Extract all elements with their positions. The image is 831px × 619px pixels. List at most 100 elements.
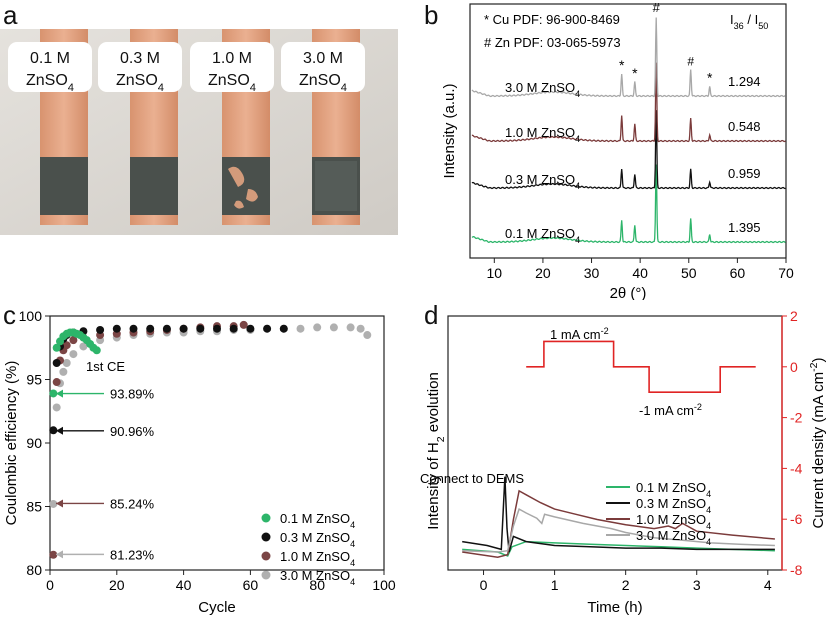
zinc-deposit bbox=[222, 157, 270, 215]
y-axis-label: Coulombic efficiency (%) bbox=[3, 361, 20, 526]
y2-axis-label: Current density (mA cm-2) bbox=[808, 357, 827, 528]
legend-label: 3.0 M ZnSO4 bbox=[280, 568, 355, 587]
ce-data-point bbox=[346, 323, 355, 332]
x-tick-label: 20 bbox=[109, 577, 125, 593]
legend-label: 0.3 M ZnSO4 bbox=[636, 496, 711, 515]
peak-marker: # bbox=[687, 54, 694, 68]
label-box bbox=[98, 42, 182, 92]
ce-data-point bbox=[229, 324, 238, 333]
label-concentration: 3.0 M bbox=[303, 50, 343, 67]
legend-marker bbox=[261, 532, 271, 542]
x-axis-label: Time (h) bbox=[587, 599, 642, 616]
legend-label: 3.0 M ZnSO4 bbox=[636, 528, 711, 547]
label-box bbox=[190, 42, 274, 92]
y-tick-label: 95 bbox=[26, 372, 42, 388]
label-box bbox=[281, 42, 365, 92]
x-tick-label: 10 bbox=[487, 265, 503, 281]
x-tick-label: 80 bbox=[309, 577, 325, 593]
label-concentration: 0.1 M bbox=[30, 50, 70, 67]
xrd-pattern-line bbox=[471, 164, 786, 244]
cu-pdf-note: * Cu PDF: 96-900-8469 bbox=[484, 12, 620, 27]
ce-data-point bbox=[356, 324, 365, 333]
zinc-deposit bbox=[40, 157, 88, 215]
h2-evolution-line bbox=[462, 476, 775, 553]
ce-data-point bbox=[179, 324, 188, 333]
x-tick-label: 40 bbox=[632, 265, 648, 281]
current-step-line bbox=[526, 340, 756, 393]
x-tick-label: 50 bbox=[681, 265, 697, 281]
zinc-deposit bbox=[130, 157, 178, 215]
legend-label: 0.1 M ZnSO4 bbox=[280, 511, 355, 530]
label-concentration: 1.0 M bbox=[212, 50, 252, 67]
y2-tick-label: 2 bbox=[790, 308, 798, 324]
h2-evolution-line bbox=[462, 508, 775, 553]
label-salt: ZnSO4 bbox=[26, 72, 74, 94]
x-tick-label: 2 bbox=[622, 577, 630, 593]
ce-data-point bbox=[52, 343, 61, 352]
panel-label-b: b bbox=[424, 0, 439, 30]
y-axis-label: Intensity of H2 evolution bbox=[425, 372, 447, 530]
ce-data-point bbox=[79, 342, 88, 351]
ratio-value: 1.395 bbox=[728, 220, 761, 235]
ce-data-point bbox=[279, 324, 288, 333]
zinc-sheen bbox=[315, 161, 357, 211]
x-tick-label: 20 bbox=[535, 265, 551, 281]
ce-data-point bbox=[62, 358, 71, 367]
first-ce-arrow bbox=[56, 499, 63, 508]
first-ce-value: 85.24% bbox=[110, 496, 155, 511]
ratio-value: 1.294 bbox=[728, 74, 761, 89]
ce-data-point bbox=[213, 324, 221, 333]
ce-data-point bbox=[49, 426, 58, 435]
x-tick-label: 3 bbox=[693, 577, 701, 593]
x-tick-label: 60 bbox=[730, 265, 746, 281]
ce-data-point bbox=[52, 358, 61, 367]
coulombic-efficiency-chart: 0 20 40 60 80 100 80 85 90 95 100 Cycle Coulombic ef… bbox=[3, 308, 396, 616]
x-tick-label: 1 bbox=[551, 577, 559, 593]
plot-frame bbox=[469, 3, 787, 259]
label-box bbox=[8, 42, 92, 92]
x-tick-label: 40 bbox=[176, 577, 192, 593]
y2-tick-label: -2 bbox=[790, 410, 803, 426]
ratio-value: 0.548 bbox=[728, 119, 761, 134]
label-salt: ZnSO4 bbox=[116, 72, 164, 94]
peak-marker: * bbox=[632, 65, 638, 81]
ratio-header: I36 / I50 bbox=[730, 12, 768, 31]
label-salt: ZnSO4 bbox=[208, 72, 256, 94]
label-concentration: 0.3 M bbox=[120, 50, 160, 67]
y2-tick-label: 0 bbox=[790, 359, 798, 375]
ce-data-point bbox=[162, 324, 171, 333]
series-label: 0.3 M ZnSO4 bbox=[505, 172, 580, 191]
copper-patches bbox=[228, 166, 258, 209]
ce-data-point bbox=[49, 550, 58, 559]
ratio-value: 0.959 bbox=[728, 166, 761, 181]
xrd-chart: 10 20 30 40 50 60 70 2θ (°) Intensity (a.u.) * Cu… bbox=[441, 0, 794, 300]
ce-data-point bbox=[49, 389, 58, 398]
series-label: 3.0 M ZnSO4 bbox=[505, 80, 580, 99]
x-tick-label: 0 bbox=[46, 577, 54, 593]
first-ce-arrow bbox=[56, 389, 63, 398]
legend-label: 0.3 M ZnSO4 bbox=[280, 530, 355, 549]
y2-tick-label: -4 bbox=[790, 460, 803, 476]
zn-pdf-note: # Zn PDF: 03-065-5973 bbox=[484, 35, 621, 50]
y-tick-label: 85 bbox=[26, 499, 42, 515]
x-tick-label: 70 bbox=[778, 265, 794, 281]
panel-label-c: c bbox=[3, 300, 16, 330]
x-axis-label: Cycle bbox=[198, 599, 236, 616]
x-tick-label: 4 bbox=[764, 577, 772, 593]
ce-data-point bbox=[129, 324, 138, 333]
legend-label: 1.0 M ZnSO4 bbox=[280, 549, 355, 568]
x-tick-label: 30 bbox=[584, 265, 600, 281]
ce-data-point bbox=[146, 324, 155, 333]
first-ce-value: 90.96% bbox=[110, 424, 155, 439]
current-label-positive: 1 mA cm-2 bbox=[550, 326, 609, 342]
x-tick-label: 0 bbox=[480, 577, 488, 593]
current-label-negative: -1 mA cm-2 bbox=[639, 402, 702, 418]
plot-frame bbox=[447, 315, 783, 571]
first-ce-arrow bbox=[56, 426, 63, 435]
ce-data-point bbox=[239, 320, 248, 329]
ce-data-point bbox=[263, 324, 272, 333]
legend-label: 0.1 M ZnSO4 bbox=[636, 480, 711, 499]
x-tick-label: 60 bbox=[243, 577, 259, 593]
ce-data-point bbox=[69, 336, 78, 345]
ce-data-point bbox=[52, 378, 61, 387]
